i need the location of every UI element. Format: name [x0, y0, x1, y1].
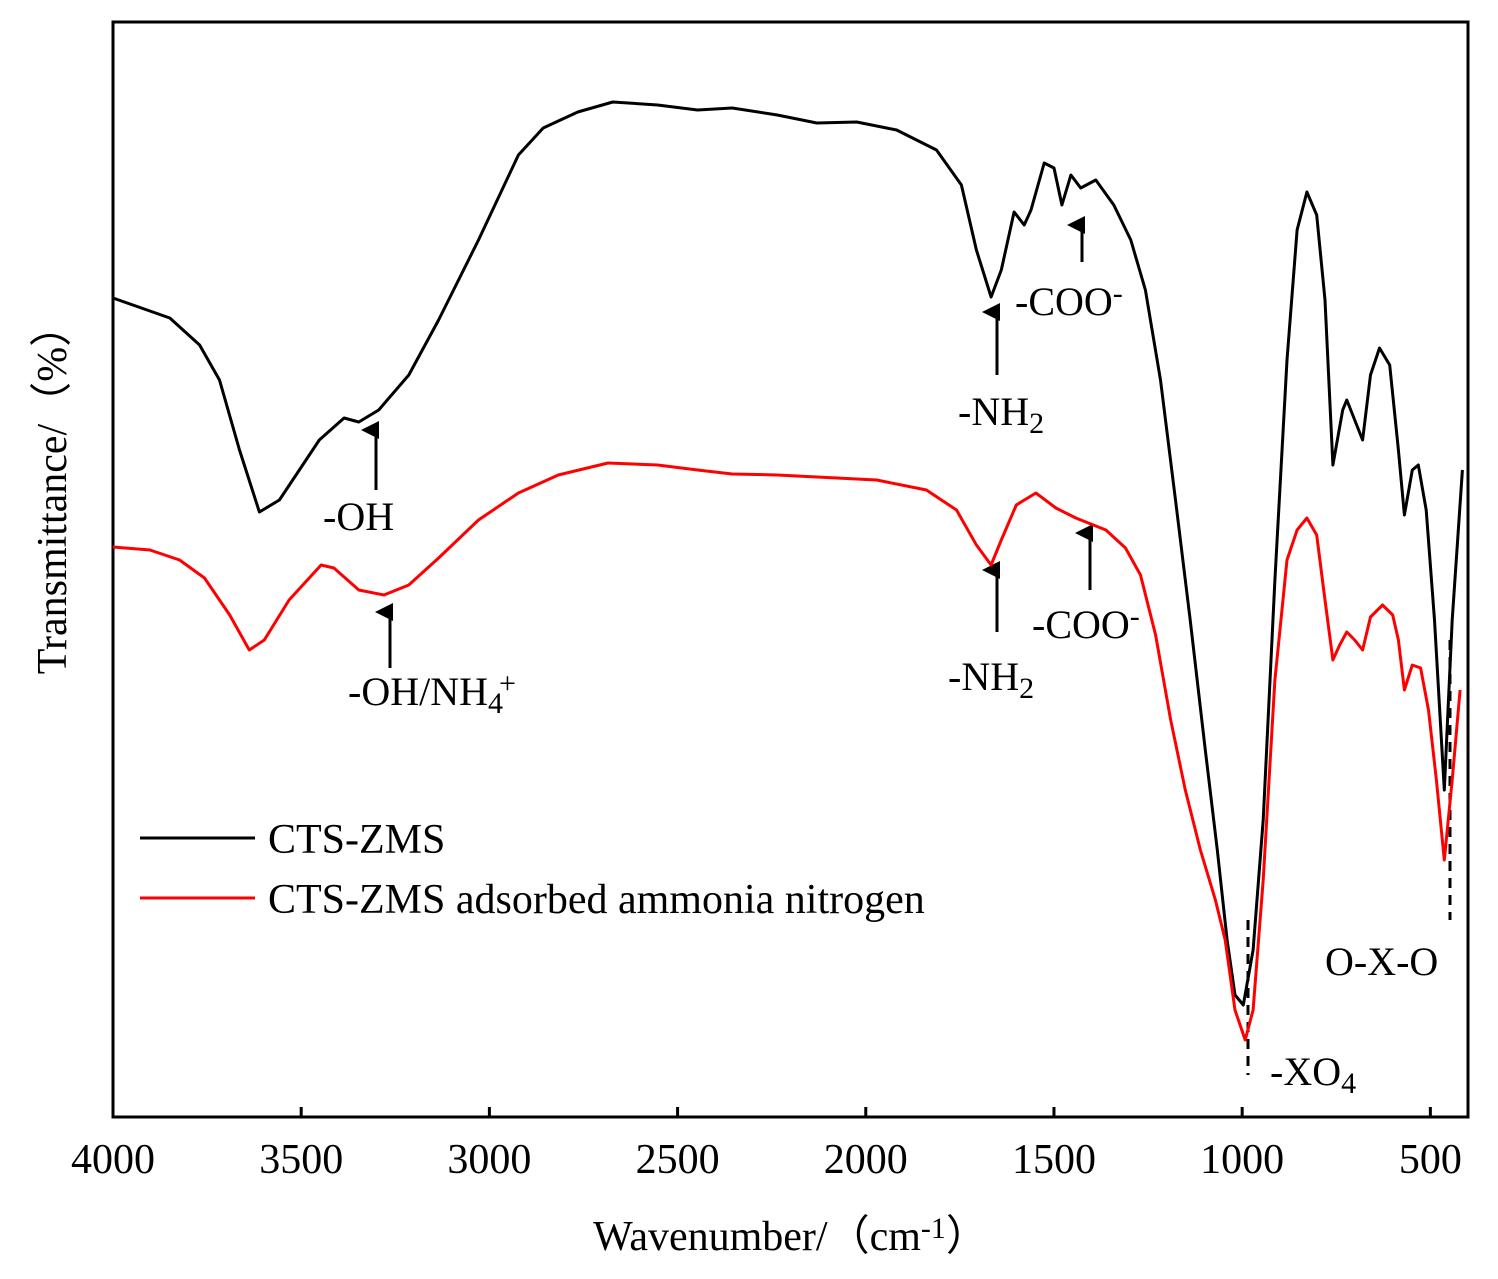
annotation-main: -OH: [323, 494, 394, 539]
annotation-sub: 2: [1029, 407, 1044, 440]
annotation: O-X-O: [1325, 939, 1438, 984]
annotation: -COO-: [1015, 277, 1123, 324]
annotation-sup: -: [1130, 600, 1140, 633]
x-tick-label: 3000: [447, 1137, 531, 1183]
series-line: [112, 461, 1462, 1042]
x-axis-label-main: Wavenumber/（cm: [593, 1214, 921, 1260]
annotation: -NH2: [958, 389, 1044, 440]
annotation: -OH/NH4+: [348, 667, 516, 720]
x-tick-label: 4000: [71, 1137, 155, 1183]
annotation-main: -COO: [1015, 279, 1113, 324]
series-line: [112, 100, 1464, 1007]
annotation: -NH2: [948, 654, 1034, 705]
annotation-main: -OH/NH: [348, 669, 488, 714]
x-tick-label: 3500: [259, 1137, 343, 1183]
annotation-sub: 2: [1019, 672, 1034, 705]
arrows: [361, 216, 1093, 668]
legend-label: CTS-ZMS adsorbed ammonia nitrogen: [268, 877, 925, 923]
annotation-main: -NH: [958, 389, 1029, 434]
annotation-sub: 4: [488, 687, 503, 720]
x-tick-label: 1500: [1012, 1137, 1096, 1183]
annotation-sup: -: [1113, 277, 1123, 310]
annotation: -XO4: [1270, 1049, 1356, 1100]
x-axis-label: Wavenumber/（cm-1）: [593, 1212, 988, 1260]
annotation: -COO-: [1032, 600, 1140, 647]
y-axis-label: Transmittance/（%）: [30, 305, 76, 674]
x-axis-label-after: ）: [946, 1214, 988, 1260]
legend-label: CTS-ZMS: [268, 817, 445, 863]
x-tick-label: 1000: [1200, 1137, 1284, 1183]
x-tick-label: 500: [1399, 1137, 1462, 1183]
dashed-guides: [1246, 640, 1452, 1075]
x-axis-label-sup: -1: [921, 1212, 946, 1245]
x-tick-label: 2000: [824, 1137, 908, 1183]
annotation-main: O-X-O: [1325, 939, 1438, 984]
annotation-sup: +: [499, 667, 516, 700]
annotation-main: -COO: [1032, 602, 1130, 647]
annotation-main: -NH: [948, 654, 1019, 699]
annotation: -OH: [323, 494, 394, 539]
annotation-sub: 4: [1341, 1067, 1356, 1100]
x-tick-label: 2500: [636, 1137, 720, 1183]
annotation-main: -XO: [1270, 1049, 1341, 1094]
plot-frame: [111, 20, 1470, 1119]
